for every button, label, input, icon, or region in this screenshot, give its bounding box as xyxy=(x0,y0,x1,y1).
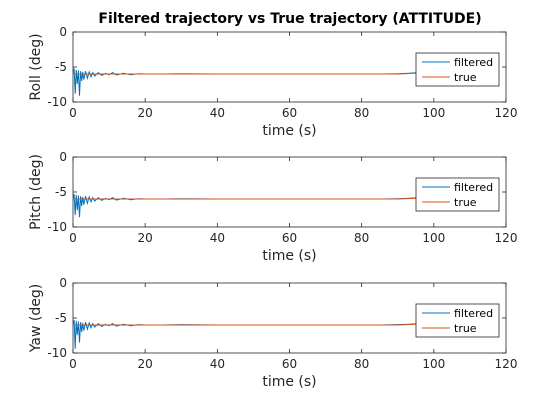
y-tick-label: -10 xyxy=(47,95,67,109)
x-tick-label: 40 xyxy=(210,357,225,371)
x-axis-label: time (s) xyxy=(262,248,316,264)
y-tick-label: -10 xyxy=(47,346,67,360)
legend-box xyxy=(415,52,500,87)
legend-label-true: true xyxy=(454,322,477,335)
y-tick-label: 0 xyxy=(59,276,67,290)
series-line-true xyxy=(73,72,434,75)
x-axis-label: time (s) xyxy=(262,374,316,390)
y-tick-label: -5 xyxy=(55,60,67,74)
subplot-yaw: 0 20 40 60 80 100 120 0 -5 -10 time (s) Yaw (deg) fi… xyxy=(28,276,517,390)
legend-label-filtered: filtered xyxy=(454,56,493,69)
y-tick-label: -5 xyxy=(55,311,67,325)
x-tick-label: 40 xyxy=(210,106,225,120)
x-tick-label: 0 xyxy=(69,231,77,245)
x-tick-label: 40 xyxy=(210,231,225,245)
series-line-true xyxy=(73,197,434,200)
x-tick-label: 120 xyxy=(495,106,518,120)
x-tick-label: 20 xyxy=(138,106,153,120)
x-tick-label: 60 xyxy=(282,106,297,120)
y-axis-label: Roll (deg) xyxy=(28,33,44,100)
legend-box xyxy=(415,303,500,338)
legend-label-true: true xyxy=(454,196,477,209)
y-tick-label: -5 xyxy=(55,185,67,199)
x-tick-label: 60 xyxy=(282,357,297,371)
x-tick-label: 20 xyxy=(138,357,153,371)
legend-label-true: true xyxy=(454,71,477,84)
legend-label-filtered: filtered xyxy=(454,307,493,320)
x-tick-label: 0 xyxy=(69,106,77,120)
y-tick-label: -10 xyxy=(47,220,67,234)
x-tick-label: 20 xyxy=(138,231,153,245)
x-axis-label: time (s) xyxy=(262,123,316,139)
x-tick-label: 100 xyxy=(422,357,445,371)
x-tick-label: 120 xyxy=(495,357,518,371)
x-tick-label: 60 xyxy=(282,231,297,245)
x-tick-label: 100 xyxy=(422,231,445,245)
series-line-true xyxy=(73,323,434,326)
y-tick-label: 0 xyxy=(59,25,67,39)
subplots-container: 0 20 40 60 80 100 120 0 -5 -10 time (s) Roll (deg) f… xyxy=(28,25,517,390)
subplot-roll: 0 20 40 60 80 100 120 0 -5 -10 time (s) Roll (deg) f… xyxy=(28,25,517,139)
legend-box xyxy=(415,177,500,212)
x-tick-label: 80 xyxy=(354,106,369,120)
x-tick-label: 120 xyxy=(495,231,518,245)
subplot-pitch: 0 20 40 60 80 100 120 0 -5 -10 time (s) Pitch (deg)… xyxy=(28,150,517,264)
y-axis-label: Yaw (deg) xyxy=(28,284,44,353)
legend-label-filtered: filtered xyxy=(454,181,493,194)
y-tick-label: 0 xyxy=(59,150,67,164)
chart-title: Filtered trajectory vs True trajectory (… xyxy=(98,11,481,27)
x-tick-label: 100 xyxy=(422,106,445,120)
x-tick-label: 0 xyxy=(69,357,77,371)
x-tick-label: 80 xyxy=(354,231,369,245)
x-tick-label: 80 xyxy=(354,357,369,371)
y-axis-label: Pitch (deg) xyxy=(28,154,44,230)
